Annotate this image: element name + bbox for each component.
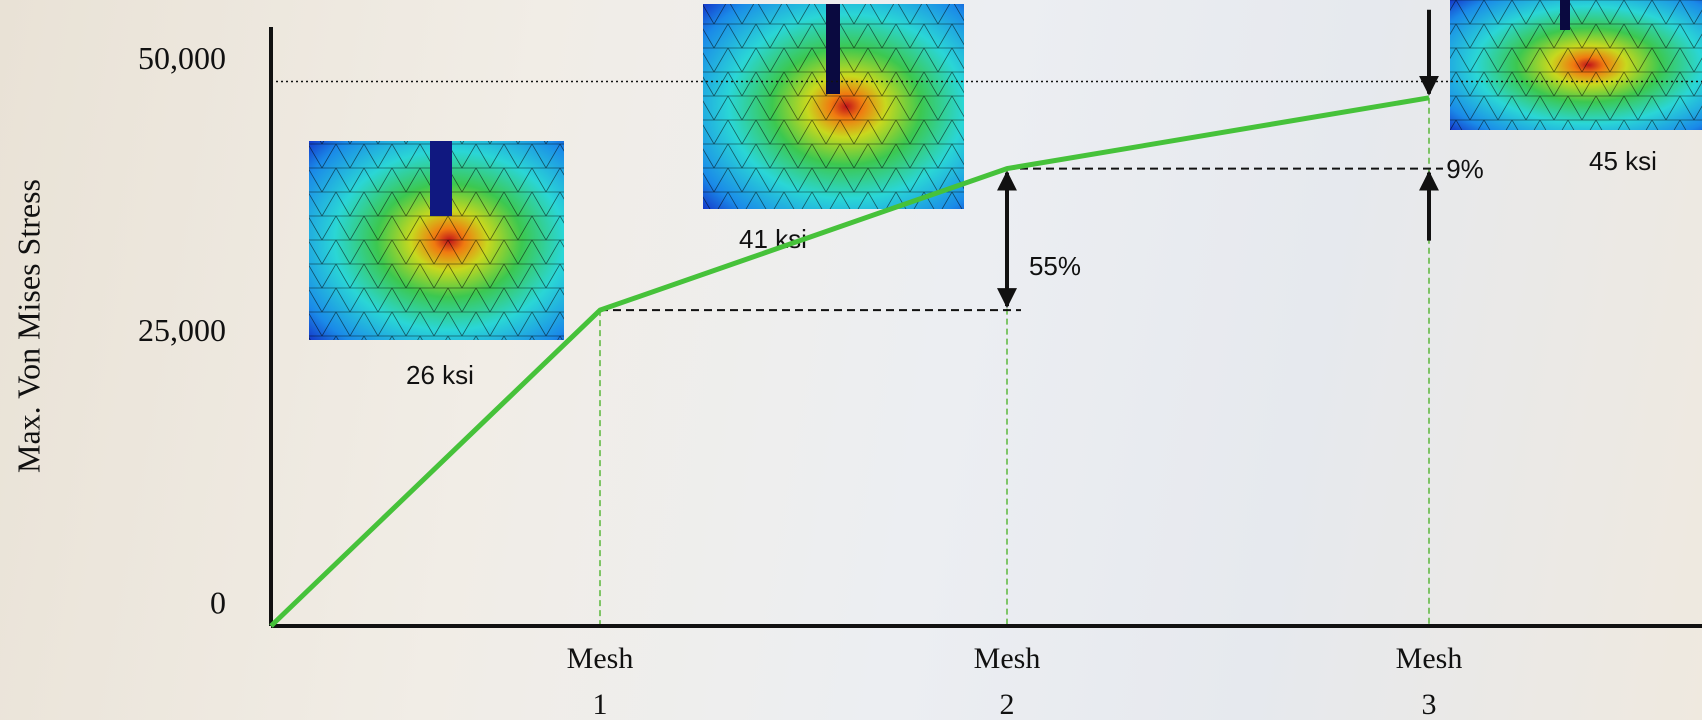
y-tick-label: 0 bbox=[210, 584, 226, 620]
y-tick-label: 25,000 bbox=[138, 312, 226, 348]
annotation: 55% bbox=[1029, 251, 1081, 281]
slide: Max. Von Mises Stress 26 ksi 41 ksi 45 k… bbox=[0, 0, 1702, 720]
y-tick-label: 50,000 bbox=[138, 40, 226, 76]
mesh-image bbox=[703, 4, 964, 209]
y-axis-title: Max. Von Mises Stress bbox=[10, 179, 46, 473]
mesh-image bbox=[1450, 0, 1702, 130]
x-tick-label: Mesh 2 bbox=[972, 636, 1042, 720]
mesh-image bbox=[309, 141, 564, 340]
annotation: 45 ksi bbox=[1589, 146, 1657, 176]
x-tick-label: Mesh 3 bbox=[1394, 636, 1464, 720]
annotation: 26 ksi bbox=[406, 360, 474, 390]
x-tick-label: Mesh 1 bbox=[565, 636, 635, 720]
annotation: 9% bbox=[1446, 154, 1484, 184]
chart: Max. Von Mises Stress 26 ksi 41 ksi 45 k… bbox=[0, 0, 1702, 720]
